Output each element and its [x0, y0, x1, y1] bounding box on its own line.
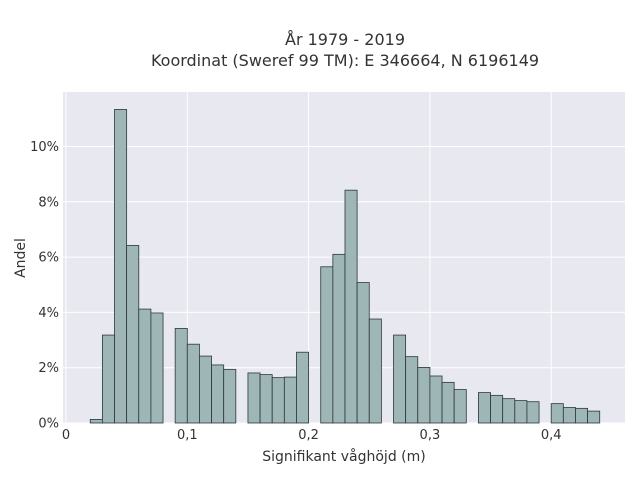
chart-subtitle: Koordinat (Sweref 99 TM): E 346664, N 61…	[151, 51, 539, 70]
histogram-bar	[114, 109, 128, 424]
histogram-bar	[490, 394, 504, 424]
histogram-bar	[405, 356, 419, 424]
histogram-bar	[126, 245, 140, 424]
histogram-bar	[417, 367, 431, 424]
histogram-bar	[393, 334, 407, 424]
x-tick-label: 0,4	[541, 428, 562, 443]
histogram-bar	[186, 343, 200, 424]
y-axis-label: Andel	[13, 238, 29, 278]
x-tick-label: 0,3	[420, 428, 441, 443]
y-tick-label: 0%	[38, 417, 59, 432]
histogram-bar	[101, 334, 115, 424]
x-tick-label: 0	[62, 428, 70, 443]
histogram-bar	[320, 266, 334, 424]
histogram-bar	[502, 398, 516, 424]
histogram-bar	[478, 392, 491, 424]
y-tick-label: 10%	[30, 140, 59, 155]
histogram-bar	[332, 253, 346, 424]
bars	[89, 109, 601, 424]
y-tick-label: 2%	[38, 361, 59, 376]
histogram-bar	[550, 403, 564, 424]
histogram-bar	[283, 376, 297, 424]
histogram-bar	[174, 328, 188, 424]
histogram-bar	[575, 407, 588, 424]
y-tick-label: 4%	[38, 306, 59, 321]
histogram-bar	[138, 308, 152, 424]
histogram-bar	[514, 400, 528, 424]
histogram-bar	[356, 282, 370, 424]
chart-title: År 1979 - 2019	[285, 30, 405, 49]
histogram-bar	[441, 381, 455, 424]
x-tick-label: 0,2	[298, 428, 319, 443]
histogram-bar	[89, 419, 103, 424]
grid-lines	[63, 92, 625, 424]
histogram-bar	[247, 372, 261, 424]
histogram-bar	[562, 407, 576, 424]
histogram-bar	[199, 355, 212, 424]
histogram-bar	[259, 374, 273, 424]
tick-labels: 0 0,1 0,2 0,3 0,4 0% 2% 4% 6% 8% 10%	[30, 140, 561, 443]
histogram-bar	[453, 389, 467, 424]
histogram-bar	[526, 401, 540, 424]
histogram-bar	[223, 368, 237, 424]
histogram-bar	[344, 189, 358, 424]
x-tick-label: 0,1	[177, 428, 198, 443]
y-tick-label: 8%	[38, 195, 59, 210]
y-tick-label: 6%	[38, 251, 59, 266]
histogram-bar	[296, 351, 310, 424]
histogram-bar	[429, 375, 443, 424]
histogram-bar	[271, 377, 285, 424]
histogram-bar	[150, 312, 164, 424]
histogram-bar	[211, 364, 225, 424]
x-axis-label: Signifikant våghöjd (m)	[262, 448, 425, 465]
histogram-bar	[368, 318, 382, 424]
histogram-bar	[587, 410, 601, 424]
